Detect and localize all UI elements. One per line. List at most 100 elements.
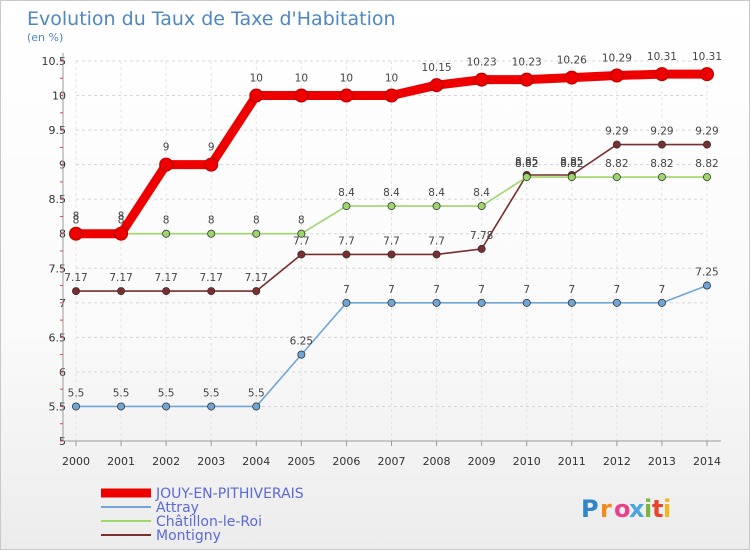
data-point: [612, 298, 621, 307]
data-label: 9: [163, 142, 170, 154]
data-label: 8: [298, 215, 305, 227]
x-tick-label: 2008: [423, 455, 451, 468]
data-label: 7.17: [109, 272, 132, 284]
data-label: 5.5: [68, 387, 85, 399]
data-label: 10.15: [422, 62, 452, 74]
logo-letter: r: [600, 495, 612, 523]
data-point: [522, 173, 531, 182]
x-tick-label: 2001: [107, 455, 135, 468]
data-point: [72, 287, 81, 296]
data-point: [564, 70, 579, 85]
data-label: 5.5: [113, 387, 130, 399]
data-point: [297, 250, 306, 259]
data-label: 8: [73, 215, 80, 227]
data-point: [342, 250, 351, 259]
data-point: [567, 298, 576, 307]
data-point: [342, 202, 351, 211]
y-tick-label: 5.5: [49, 400, 67, 413]
data-label: 7.17: [245, 272, 268, 284]
y-tick-label: 8.5: [49, 193, 67, 206]
data-label: 7: [478, 284, 485, 296]
data-point: [432, 250, 441, 259]
x-tick-label: 2007: [378, 455, 406, 468]
data-point: [69, 226, 83, 241]
data-point: [252, 287, 261, 296]
legend-label: Montigny: [156, 528, 221, 544]
y-tick-label: 10: [52, 90, 66, 103]
data-point: [703, 140, 712, 149]
data-label: 7.25: [695, 267, 718, 279]
logo-letter: o: [614, 495, 631, 523]
data-point: [522, 298, 531, 307]
data-point: [657, 140, 666, 149]
data-label: 8.82: [560, 158, 583, 170]
data-label: 7.7: [293, 235, 310, 247]
logo-letter: i: [663, 495, 671, 523]
data-point: [204, 157, 219, 172]
data-label: 8: [163, 215, 170, 227]
logo-letter: x: [629, 495, 645, 523]
data-point: [519, 72, 534, 87]
data-point: [612, 173, 621, 182]
x-tick-label: 2010: [513, 455, 541, 468]
data-point: [429, 78, 444, 93]
data-label: 8.82: [515, 158, 538, 170]
data-point: [654, 67, 669, 82]
data-point: [432, 202, 441, 211]
data-label: 8: [208, 215, 215, 227]
data-label: 10: [385, 73, 398, 85]
data-label: 9: [208, 142, 215, 154]
data-point: [114, 226, 129, 241]
data-point: [297, 350, 306, 359]
x-tick-label: 2011: [558, 455, 586, 468]
data-label: 8.4: [383, 187, 400, 199]
data-label: 8.4: [473, 187, 490, 199]
data-point: [117, 287, 126, 296]
data-label: 10.26: [557, 55, 587, 67]
data-label: 6.25: [290, 336, 313, 348]
data-point: [703, 281, 712, 290]
legend: JOUY-EN-PITHIVERAISAttrayChâtillon-le-Ro…: [101, 486, 304, 544]
data-point: [294, 88, 309, 103]
y-tick-label: 7.5: [49, 262, 67, 275]
data-label: 10: [340, 73, 353, 85]
data-point: [432, 298, 441, 307]
data-label: 10.29: [602, 53, 632, 65]
data-label: 7: [523, 284, 530, 296]
data-point: [474, 72, 489, 87]
data-point: [657, 173, 666, 182]
data-point: [252, 402, 261, 411]
data-label: 7: [659, 284, 666, 296]
data-point: [477, 202, 486, 211]
data-point: [249, 88, 264, 103]
y-tick-label: 10.5: [42, 55, 67, 68]
data-point: [703, 173, 712, 182]
data-point: [207, 402, 216, 411]
data-point: [387, 250, 396, 259]
data-label: 8.4: [428, 187, 445, 199]
data-label: 8.82: [605, 158, 628, 170]
data-label: 7.7: [338, 235, 355, 247]
data-label: 7.78: [470, 230, 493, 242]
x-tick-label: 2009: [468, 455, 496, 468]
data-label: 10.23: [467, 57, 497, 69]
chart-subtitle: (en %): [27, 31, 63, 44]
logo-letter: t: [652, 495, 663, 523]
data-label: 8: [73, 211, 80, 223]
data-point: [162, 287, 171, 296]
axes: 55.566.577.588.599.51010.520002001200220…: [42, 53, 721, 468]
data-label: 7: [614, 284, 621, 296]
data-label: 7: [388, 284, 395, 296]
data-point: [384, 88, 399, 103]
legend-label: JOUY-EN-PITHIVERAIS: [155, 486, 304, 502]
data-point: [207, 287, 216, 296]
data-point: [207, 229, 216, 238]
data-point: [252, 229, 261, 238]
data-label: 9.29: [695, 126, 718, 138]
data-label: 7.17: [64, 272, 87, 284]
data-label: 7.7: [383, 235, 400, 247]
data-label: 8: [253, 215, 260, 227]
